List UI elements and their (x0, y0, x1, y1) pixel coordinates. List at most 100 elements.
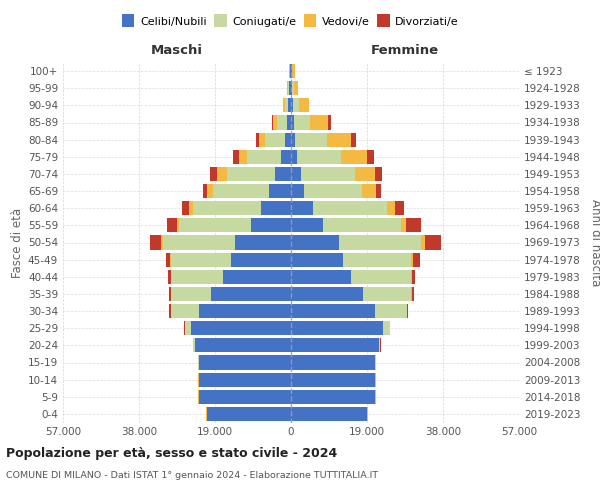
Bar (269, 184, 291, 198)
Bar (207, 407, 291, 421)
Bar (213, 184, 269, 198)
Bar (177, 218, 179, 232)
Bar (411, 252, 413, 266)
Bar (287, 116, 291, 130)
Bar (203, 184, 207, 198)
Bar (247, 150, 281, 164)
Bar (298, 150, 341, 164)
Bar (291, 338, 379, 352)
Bar (195, 338, 291, 352)
Bar (256, 132, 259, 146)
Bar (367, 150, 374, 164)
Bar (290, 64, 291, 78)
Bar (291, 184, 304, 198)
Bar (406, 218, 421, 232)
Bar (313, 201, 387, 215)
Bar (217, 167, 227, 181)
Bar (291, 287, 363, 301)
Bar (179, 218, 251, 232)
Bar (379, 338, 380, 352)
Legend: Celibi/Nubili, Coniugati/e, Vedovi/e, Divorziati/e: Celibi/Nubili, Coniugati/e, Vedovi/e, Di… (119, 12, 463, 32)
Bar (193, 201, 261, 215)
Bar (291, 270, 351, 284)
Bar (207, 184, 213, 198)
Bar (291, 321, 383, 335)
Bar (231, 252, 291, 266)
Bar (375, 304, 407, 318)
Bar (199, 390, 291, 404)
Bar (407, 304, 408, 318)
Bar (170, 252, 171, 266)
Bar (163, 236, 235, 250)
Bar (281, 150, 291, 164)
Bar (328, 132, 352, 146)
Bar (288, 98, 291, 112)
Bar (293, 98, 299, 112)
Bar (239, 150, 247, 164)
Bar (210, 167, 217, 181)
Bar (272, 116, 273, 130)
Bar (352, 132, 356, 146)
Bar (412, 287, 414, 301)
Bar (375, 167, 382, 181)
Bar (425, 236, 442, 250)
Bar (193, 338, 195, 352)
Bar (171, 270, 223, 284)
Bar (261, 201, 291, 215)
Text: Femmine: Femmine (371, 44, 439, 58)
Bar (343, 252, 411, 266)
Bar (169, 287, 170, 301)
Bar (198, 356, 199, 370)
Bar (211, 287, 291, 301)
Bar (291, 132, 295, 146)
Text: Popolazione per età, sesso e stato civile - 2024: Popolazione per età, sesso e stato civil… (6, 448, 337, 460)
Bar (171, 252, 231, 266)
Bar (411, 287, 412, 301)
Bar (287, 81, 288, 95)
Bar (292, 64, 295, 78)
Bar (351, 270, 411, 284)
Bar (259, 132, 265, 146)
Bar (171, 304, 199, 318)
Bar (291, 407, 367, 421)
Bar (150, 236, 161, 250)
Bar (395, 201, 404, 215)
Bar (363, 287, 411, 301)
Bar (299, 98, 309, 112)
Bar (235, 236, 291, 250)
Bar (291, 236, 339, 250)
Bar (294, 116, 310, 130)
Bar (199, 304, 291, 318)
Bar (387, 201, 395, 215)
Bar (413, 252, 420, 266)
Bar (275, 167, 291, 181)
Bar (376, 184, 381, 198)
Bar (304, 184, 362, 198)
Bar (289, 81, 291, 95)
Bar (412, 270, 415, 284)
Bar (310, 116, 328, 130)
Bar (223, 270, 291, 284)
Bar (283, 98, 284, 112)
Bar (295, 132, 328, 146)
Text: COMUNE DI MILANO - Dati ISTAT 1° gennaio 2024 - Elaborazione TUTTITALIA.IT: COMUNE DI MILANO - Dati ISTAT 1° gennaio… (6, 471, 378, 480)
Bar (199, 356, 291, 370)
Bar (227, 167, 275, 181)
Bar (189, 201, 193, 215)
Bar (301, 167, 355, 181)
Bar (167, 218, 177, 232)
Bar (291, 81, 292, 95)
Bar (161, 236, 163, 250)
Bar (277, 116, 287, 130)
Bar (355, 167, 375, 181)
Bar (401, 218, 406, 232)
Y-axis label: Fasce di età: Fasce di età (11, 208, 24, 278)
Bar (291, 252, 343, 266)
Bar (288, 81, 289, 95)
Bar (362, 184, 376, 198)
Text: Maschi: Maschi (151, 44, 203, 58)
Bar (169, 304, 171, 318)
Bar (185, 321, 191, 335)
Bar (166, 252, 170, 266)
Bar (291, 372, 375, 386)
